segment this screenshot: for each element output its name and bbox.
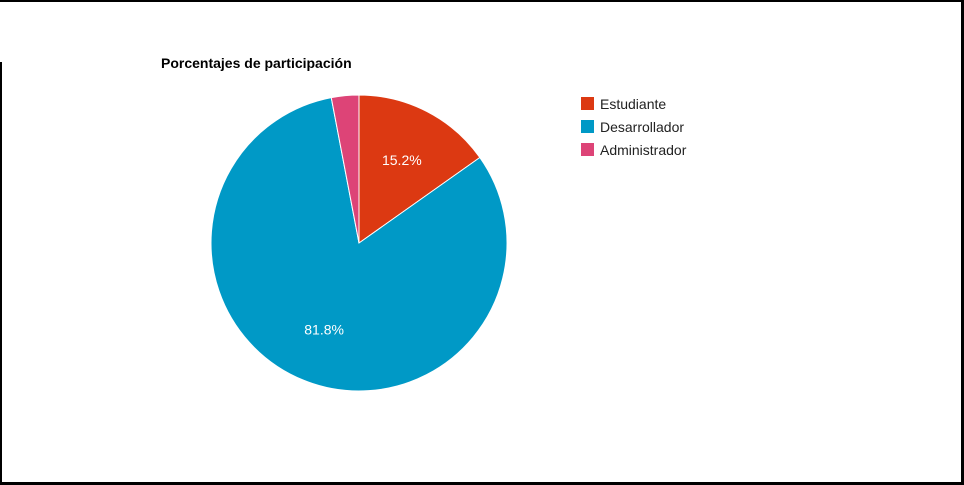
pie-slice-administrador[interactable] xyxy=(330,94,360,244)
legend-item-desarrollador[interactable]: Desarrollador xyxy=(581,115,686,138)
legend-label: Administrador xyxy=(600,141,687,158)
legend-swatch xyxy=(581,120,594,133)
legend-item-administrador[interactable]: Administrador xyxy=(581,138,686,161)
legend-label: Estudiante xyxy=(600,95,667,112)
legend-swatch xyxy=(581,97,594,110)
slice-value-label: 81.8% xyxy=(304,321,344,337)
legend-item-estudiante[interactable]: Estudiante xyxy=(581,92,686,115)
legend: Estudiante Desarrollador Administrador xyxy=(581,92,686,161)
slice-value-label: 15.2% xyxy=(382,152,422,168)
legend-swatch xyxy=(581,143,594,156)
frame-left-edge xyxy=(0,62,2,485)
chart-title: Porcentajes de participación xyxy=(161,55,352,71)
pie-slice-desarrollador[interactable] xyxy=(210,97,508,392)
pie-slice-estudiante[interactable] xyxy=(358,94,481,244)
legend-label: Desarrollador xyxy=(600,118,685,135)
